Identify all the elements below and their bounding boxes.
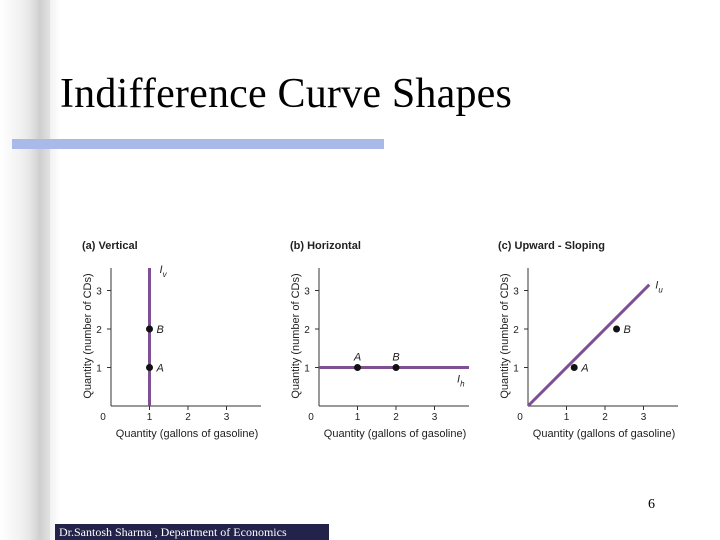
point-label: A (353, 352, 361, 364)
left-decorative-band-inner (30, 0, 50, 540)
panel-label: (b) Horizontal (290, 240, 361, 252)
x-tick-label: 2 (602, 412, 608, 423)
x-tick-label: 1 (355, 412, 361, 423)
diagram-panel: (b) Horizontal 1 2 3 0 1 2 3 Quantity (gallons o… (290, 240, 469, 440)
point-marker (392, 364, 400, 371)
point-label: B (624, 324, 631, 336)
x-axis-title: Quantity (gallons of gasoline) (116, 428, 258, 440)
panel-label: (c) Upward - Sloping (498, 240, 605, 252)
y-tick-label: 1 (304, 364, 310, 375)
curve-label: Iv (160, 264, 168, 279)
curve-label-subscript: v (163, 270, 168, 279)
slide-number: 6 (648, 497, 655, 512)
point-marker (354, 364, 361, 371)
point-marker (146, 364, 153, 371)
curve-label-main: I (160, 264, 163, 276)
x-tick-label: 2 (185, 412, 191, 423)
x-tick-label: 0 (100, 412, 106, 423)
y-tick-label: 1 (513, 364, 519, 375)
y-axis-title: Quantity (number of CDs) (499, 273, 511, 398)
x-axis-title: Quantity (gallons of gasoline) (533, 428, 675, 440)
point-marker (613, 325, 621, 333)
x-axis-title: Quantity (gallons of gasoline) (324, 428, 466, 440)
x-tick-label: 0 (517, 412, 523, 423)
y-axis-title: Quantity (number of CDs) (82, 273, 94, 398)
point-marker (570, 364, 578, 371)
x-tick-label: 3 (224, 412, 230, 423)
x-tick-label: 1 (147, 412, 153, 423)
point-label: B (157, 324, 164, 336)
y-tick-label: 2 (513, 325, 519, 336)
diagram-panel: (c) Upward - Sloping 1 2 3 0 1 2 3 Quantity (gal… (498, 240, 678, 440)
point-marker (146, 325, 153, 333)
left-decorative-band (0, 0, 60, 540)
footer-credit: Dr.Santosh Sharma , Department of Econom… (55, 524, 329, 540)
y-tick-label: 2 (96, 325, 102, 336)
point-label: A (580, 363, 588, 375)
y-axis-title: Quantity (number of CDs) (290, 273, 302, 398)
slide-title: Indifference Curve Shapes (60, 71, 513, 117)
diagram-panel: (a) Vertical 1 2 3 0 1 2 3 Quantity (gallons of … (82, 240, 261, 440)
y-tick-label: 3 (513, 287, 519, 298)
y-tick-label: 3 (96, 287, 102, 298)
point-label: B (392, 352, 399, 364)
point-label: A (156, 363, 164, 375)
x-tick-label: 2 (393, 412, 399, 423)
panel-label: (a) Vertical (82, 240, 138, 252)
curve-label: Iu (655, 280, 663, 295)
x-tick-label: 0 (308, 412, 314, 423)
x-tick-label: 3 (641, 412, 647, 423)
y-tick-label: 3 (304, 287, 310, 298)
y-tick-label: 2 (304, 325, 310, 336)
curve-label-subscript: h (460, 380, 465, 389)
indifference-curve (526, 283, 651, 408)
curve-label: Ih (457, 374, 465, 389)
curve-label-subscript: u (658, 286, 663, 295)
curve-label-main: I (655, 280, 658, 292)
curve-label-main: I (457, 374, 460, 386)
x-tick-label: 1 (564, 412, 570, 423)
title-underline-bar (12, 139, 384, 149)
x-tick-label: 3 (432, 412, 438, 423)
y-tick-label: 1 (96, 364, 102, 375)
